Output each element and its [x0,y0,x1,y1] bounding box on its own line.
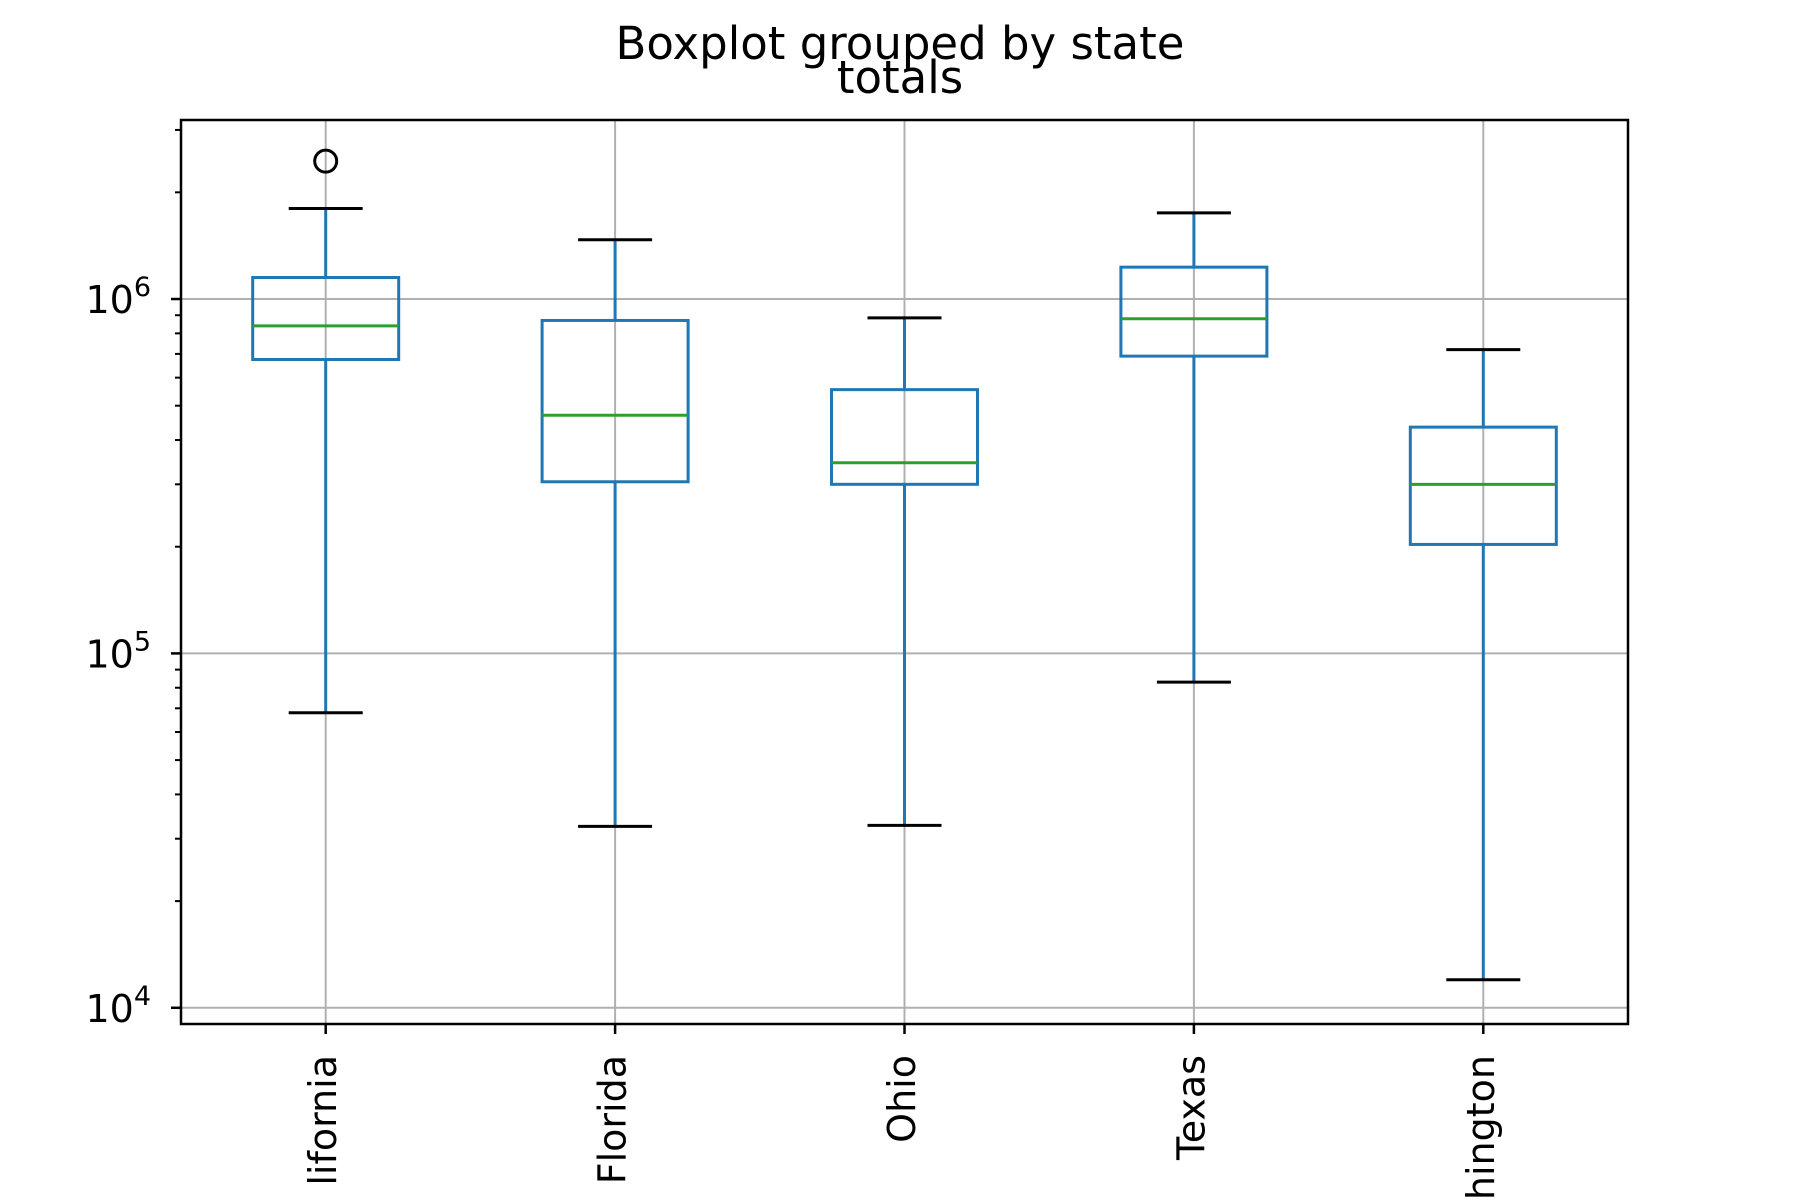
flier-point [313,148,339,174]
y-tick-base: 10 [85,278,133,322]
chart-suptitle: Boxplot grouped by state [616,17,1185,70]
x-tick-label: hington [1459,1055,1503,1200]
x-tick-label: Ohio [880,1055,924,1143]
box-series [251,148,1558,982]
box-texas [1119,211,1269,684]
x-tick-label: Florida [591,1055,635,1184]
box-washington [1408,348,1558,982]
iqr-box [1119,265,1269,358]
iqr-box [540,318,690,484]
x-tick-label: Texas [1169,1055,1213,1161]
y-tick-base: 10 [85,987,133,1031]
iqr-box [251,276,401,362]
y-tick-label: 104 [85,981,151,1031]
x-tick-label: lifornia [301,1055,345,1186]
box-ohio [830,316,979,827]
x-axis: lifornia Florida Ohio Texas hington [301,1024,1503,1200]
y-tick-exponent: 4 [134,981,151,1012]
y-tick-exponent: 5 [134,626,151,657]
box-florida [540,238,690,828]
y-tick-label: 105 [85,626,151,676]
y-tick-exponent: 6 [134,272,151,303]
y-tick-base: 10 [85,632,133,676]
iqr-box [830,388,979,486]
box-california [251,148,401,715]
y-tick-label: 106 [85,272,151,322]
chart-title: totals [837,51,963,104]
